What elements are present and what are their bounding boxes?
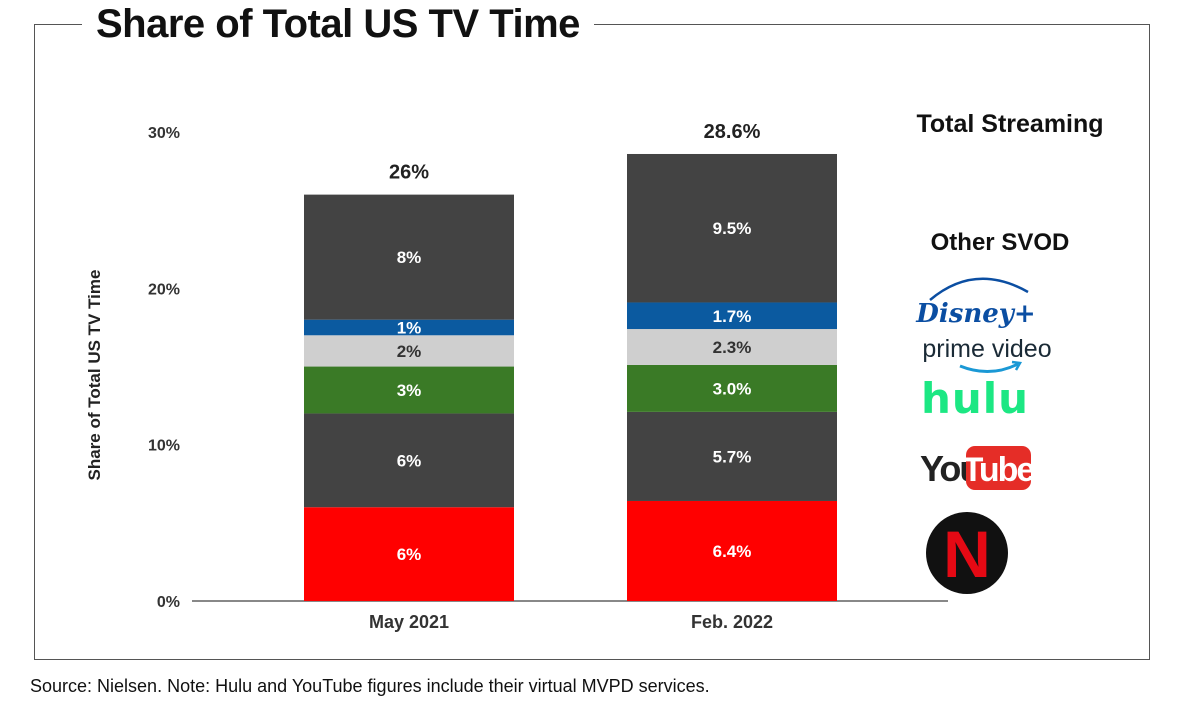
prime-label: prime video: [922, 335, 1051, 363]
total-labels: 26% 28.6%: [389, 121, 761, 184]
y-tick-label: 30%: [148, 125, 180, 142]
netflix-logo: N: [926, 512, 1008, 594]
bar-segment-hulu: [304, 366, 514, 414]
legend-header: Total Streaming: [916, 110, 1103, 138]
legend-other-svod: Other SVOD: [931, 229, 1070, 256]
bar-segment-hulu: [627, 364, 837, 412]
legend: Total Streaming Other SVOD Disney+ prime…: [915, 110, 1104, 594]
x-tick-labels: May 2021 Feb. 2022: [369, 612, 773, 632]
bar-segment-prime-video: [304, 335, 514, 367]
y-tick-label: 20%: [148, 281, 180, 298]
bar-segment-disney-: [627, 302, 837, 330]
bar-series: 6% 6% 3% 2% 1% 8% 6.4% 5.7% 3.0% 2.3% 1.7% 9.5%: [304, 153, 837, 601]
youtube-tube-label: Tube: [963, 451, 1035, 489]
bar-total-label: 28.6%: [704, 121, 761, 143]
bar-segment-disney-: [304, 319, 514, 336]
bar-segment-youtube: [627, 411, 837, 501]
source-note: Source: Nielsen. Note: Hulu and YouTube …: [30, 676, 710, 696]
youtube-logo: You Tube: [920, 446, 1036, 490]
bar-segment-other-svod: [304, 194, 514, 320]
bar-segment-label: 6%: [397, 451, 422, 470]
bar-segment-netflix: [304, 507, 514, 601]
bar-total-label: 26%: [389, 162, 429, 184]
bar-segment-label: 1.7%: [713, 307, 752, 326]
bar-segment-netflix: [627, 500, 837, 601]
bar-segment-label: 6%: [397, 545, 422, 564]
bar-segment-label: 2%: [397, 342, 422, 361]
bar-segment-label: 5.7%: [713, 447, 752, 466]
bar-segment-label: 3.0%: [713, 379, 752, 398]
bar-group: 6% 6% 3% 2% 1% 8%: [304, 194, 514, 601]
netflix-label: N: [943, 517, 991, 591]
disney-label: Disney+: [915, 299, 1035, 329]
disney-plus-logo: Disney+: [915, 277, 1036, 329]
bar-segment-label: 2.3%: [713, 338, 752, 357]
bar-segment-label: 8%: [397, 248, 422, 267]
y-tick-label: 0%: [157, 594, 180, 611]
bar-segment-label: 6.4%: [713, 542, 752, 561]
bar-segment-youtube: [304, 413, 514, 508]
prime-video-logo: prime video: [922, 335, 1052, 373]
bar-segment-prime-video: [627, 329, 837, 365]
bar-segment-label: 3%: [397, 381, 422, 400]
chart-title: Share of Total US TV Time: [82, 0, 594, 48]
y-tick-labels: 0% 10% 20% 30%: [148, 125, 180, 611]
bar-segment-other-svod: [627, 153, 837, 303]
x-tick-label: Feb. 2022: [691, 612, 773, 632]
bar-group: 6.4% 5.7% 3.0% 2.3% 1.7% 9.5%: [627, 153, 837, 601]
hulu-logo: hulu: [921, 374, 1029, 423]
x-tick-label: May 2021: [369, 612, 449, 632]
y-axis-title: Share of Total US TV Time: [85, 270, 104, 481]
y-tick-label: 10%: [148, 438, 180, 455]
bar-segment-label: 1%: [397, 318, 422, 337]
bar-segment-label: 9.5%: [713, 219, 752, 238]
